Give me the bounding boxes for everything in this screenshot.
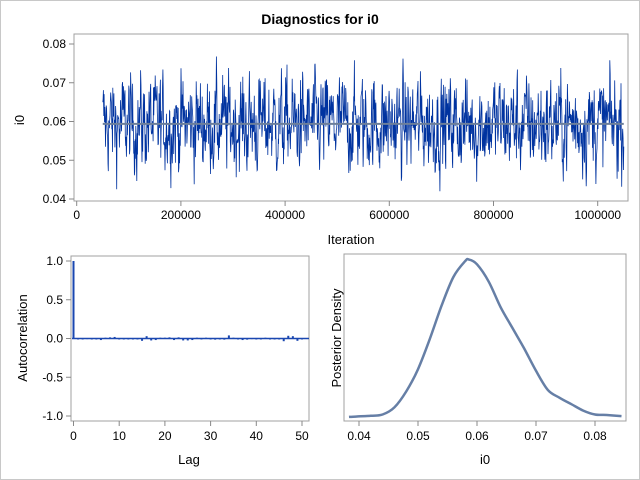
acf-bar [255,338,258,340]
acf-bar [163,337,166,339]
trace-x-axis-label: Iteration [328,232,375,247]
trace-y-axis-label: i0 [12,115,27,125]
acf-y-tick-label: 0.0 [46,332,63,346]
acf-bar [241,338,244,341]
acf-bar [145,336,148,339]
acf-bar [154,338,157,341]
trace-x-tick-label: 200000 [161,208,201,222]
acf-bar [118,338,121,340]
acf-bar [218,338,221,340]
acf-x-tick-label: 40 [250,429,264,443]
acf-bar [77,338,80,340]
trace-plot: 0 200000 400000 600000 800000 1000000 0.04 0.05… [12,33,629,247]
density-x-tick-label: 0.06 [465,429,489,443]
trace-series [102,56,625,192]
trace-y-tick-label: 0.08 [43,37,67,51]
acf-x-tick-label: 20 [158,429,172,443]
acf-bar [191,338,194,341]
density-x-axis-label: i0 [480,452,490,467]
acf-bar [182,338,185,341]
acf-bar [113,336,116,339]
trace-x-tick-label: 0 [73,208,80,222]
acf-y-tick-label: -0.5 [42,370,63,384]
trace-y-tick-label: 0.05 [43,153,67,167]
acf-bar [131,338,134,340]
density-y-axis-label: Posterior Density [329,288,344,387]
acf-bar [122,338,125,340]
acf-bar [127,338,130,340]
acf-bar [259,338,262,340]
acf-bar [269,338,272,340]
density-x-tick-label: 0.05 [406,429,430,443]
acf-bar [273,338,276,340]
acf-bar [109,337,112,339]
acf-bar [90,338,93,340]
acf-bars [72,261,309,342]
acf-bar [104,337,107,339]
acf-bar [99,338,102,341]
acf-y-tick-label: 0.5 [46,293,63,307]
acf-bar [246,338,249,340]
acf-bar [232,337,235,339]
trace-y-tick-label: 0.04 [43,192,67,206]
acf-bar [200,338,203,340]
acf-y-tick-label: 1.0 [46,254,63,268]
acf-bar [86,338,89,340]
acf-x-tick-label: 30 [204,429,218,443]
trace-x-tick-label: 1000000 [574,208,621,222]
acf-bar [223,338,226,340]
acf-bar [95,338,98,340]
density-x-tick-label: 0.08 [583,429,607,443]
acf-bar [250,338,253,340]
acf-bar [150,338,153,341]
acf-bar [282,338,285,342]
density-plot: 0.04 0.05 0.06 0.07 0.08 i0 Posterior Densit… [329,253,627,467]
acf-bar [136,338,139,340]
figure-title: Diagnostics for i0 [261,11,379,27]
acf-bar [168,337,171,339]
acf-bar [301,338,303,340]
acf-x-tick-label: 50 [295,429,309,443]
acf-bar [195,337,198,339]
acf-bar [186,338,189,341]
trace-plot-frame [73,33,629,202]
density-plot-frame [343,253,627,422]
density-curve [348,257,622,419]
acf-x-tick-label: 0 [70,429,77,443]
acf-bar [227,335,230,339]
acf-bar [205,337,208,339]
trace-line [102,56,625,192]
acf-bar [291,336,294,339]
acf-bar [278,338,281,340]
acf-bar [72,261,75,339]
trace-y-tick-label: 0.07 [43,76,67,90]
trace-x-tick-label: 400000 [265,208,305,222]
density-x-tick-label: 0.04 [347,429,371,443]
acf-bar [264,337,267,339]
acf-bar [287,335,290,339]
acf-bar [237,338,240,340]
acf-bar [296,338,299,341]
acf-bar [209,338,212,340]
trace-x-tick-label: 600000 [369,208,409,222]
acf-bar [214,338,217,340]
acf-bar [173,338,176,341]
acf-bar [81,338,84,340]
acf-bar [177,337,180,339]
density-x-tick-label: 0.07 [524,429,548,443]
acf-x-tick-label: 10 [113,429,127,443]
acf-y-tick-label: -1.0 [42,409,63,423]
acf-bar [141,338,144,341]
trace-y-tick-label: 0.06 [43,115,67,129]
acf-bar [159,337,162,339]
acf-x-axis-label: Lag [178,452,200,467]
acf-y-axis-label: Autocorrelation [15,294,30,381]
autocorrelation-plot: 0 10 20 30 40 50 -1.0 -0.5 0.0 0.5 1.0 Lag Autocor… [15,254,310,467]
trace-x-tick-label: 800000 [473,208,513,222]
